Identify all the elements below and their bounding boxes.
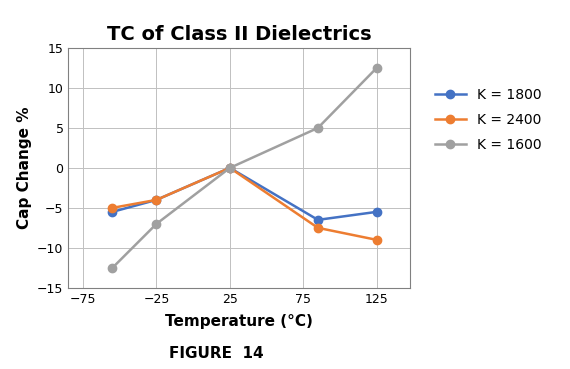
- K = 1800: [109, 210, 116, 214]
- K = 1800: [226, 166, 233, 170]
- K = 1800: [315, 218, 321, 222]
- K = 1600: [153, 222, 160, 226]
- K = 2400: [315, 225, 321, 230]
- K = 1600: [315, 126, 321, 130]
- Line: K = 1800: K = 1800: [108, 164, 381, 224]
- Line: K = 1600: K = 1600: [108, 64, 381, 272]
- K = 1600: [226, 166, 233, 170]
- Title: TC of Class II Dielectrics: TC of Class II Dielectrics: [107, 25, 372, 44]
- K = 2400: [373, 238, 380, 242]
- Y-axis label: Cap Change %: Cap Change %: [17, 107, 31, 229]
- Line: K = 2400: K = 2400: [108, 164, 381, 244]
- K = 1800: [153, 198, 160, 202]
- K = 1800: [373, 210, 380, 214]
- K = 1600: [109, 266, 116, 270]
- K = 2400: [226, 166, 233, 170]
- K = 2400: [153, 198, 160, 202]
- Text: FIGURE  14: FIGURE 14: [169, 346, 264, 361]
- K = 1600: [373, 66, 380, 70]
- K = 2400: [109, 206, 116, 210]
- Legend: K = 1800, K = 2400, K = 1600: K = 1800, K = 2400, K = 1600: [431, 84, 545, 156]
- X-axis label: Temperature (°C): Temperature (°C): [165, 314, 314, 329]
